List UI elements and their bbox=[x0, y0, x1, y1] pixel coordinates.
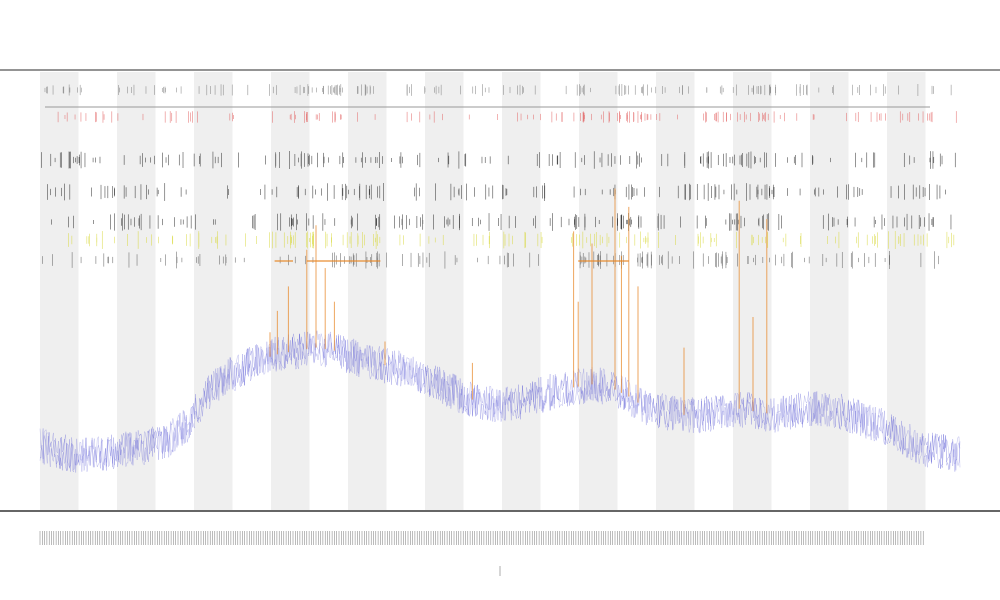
shaded-band-0 bbox=[40, 72, 79, 510]
shaded-band-3 bbox=[271, 72, 310, 510]
track-row-6 bbox=[42, 251, 939, 269]
shaded-band-1 bbox=[117, 72, 156, 510]
track-row-2 bbox=[41, 151, 956, 169]
series-orange bbox=[269, 188, 768, 415]
shaded-band-11 bbox=[887, 72, 926, 510]
track-row-4 bbox=[51, 213, 952, 231]
track-row-1 bbox=[57, 111, 957, 123]
shaded-band-5 bbox=[425, 72, 464, 510]
series-blue-line bbox=[39, 331, 961, 473]
series-blue-line bbox=[39, 330, 961, 473]
x-tick-labels bbox=[39, 531, 924, 545]
shaded-band-10 bbox=[810, 72, 849, 510]
shaded-band-2 bbox=[194, 72, 233, 510]
shaded-band-4 bbox=[348, 72, 387, 510]
series-blue bbox=[39, 330, 961, 473]
shaded-band-8 bbox=[656, 72, 695, 510]
track-row-5 bbox=[68, 231, 955, 249]
track-row-3 bbox=[47, 183, 946, 201]
shaded-band-7 bbox=[579, 72, 618, 510]
series-blue-line bbox=[39, 331, 961, 472]
shaded-band-6 bbox=[502, 72, 541, 510]
track-row-0 bbox=[44, 84, 952, 96]
